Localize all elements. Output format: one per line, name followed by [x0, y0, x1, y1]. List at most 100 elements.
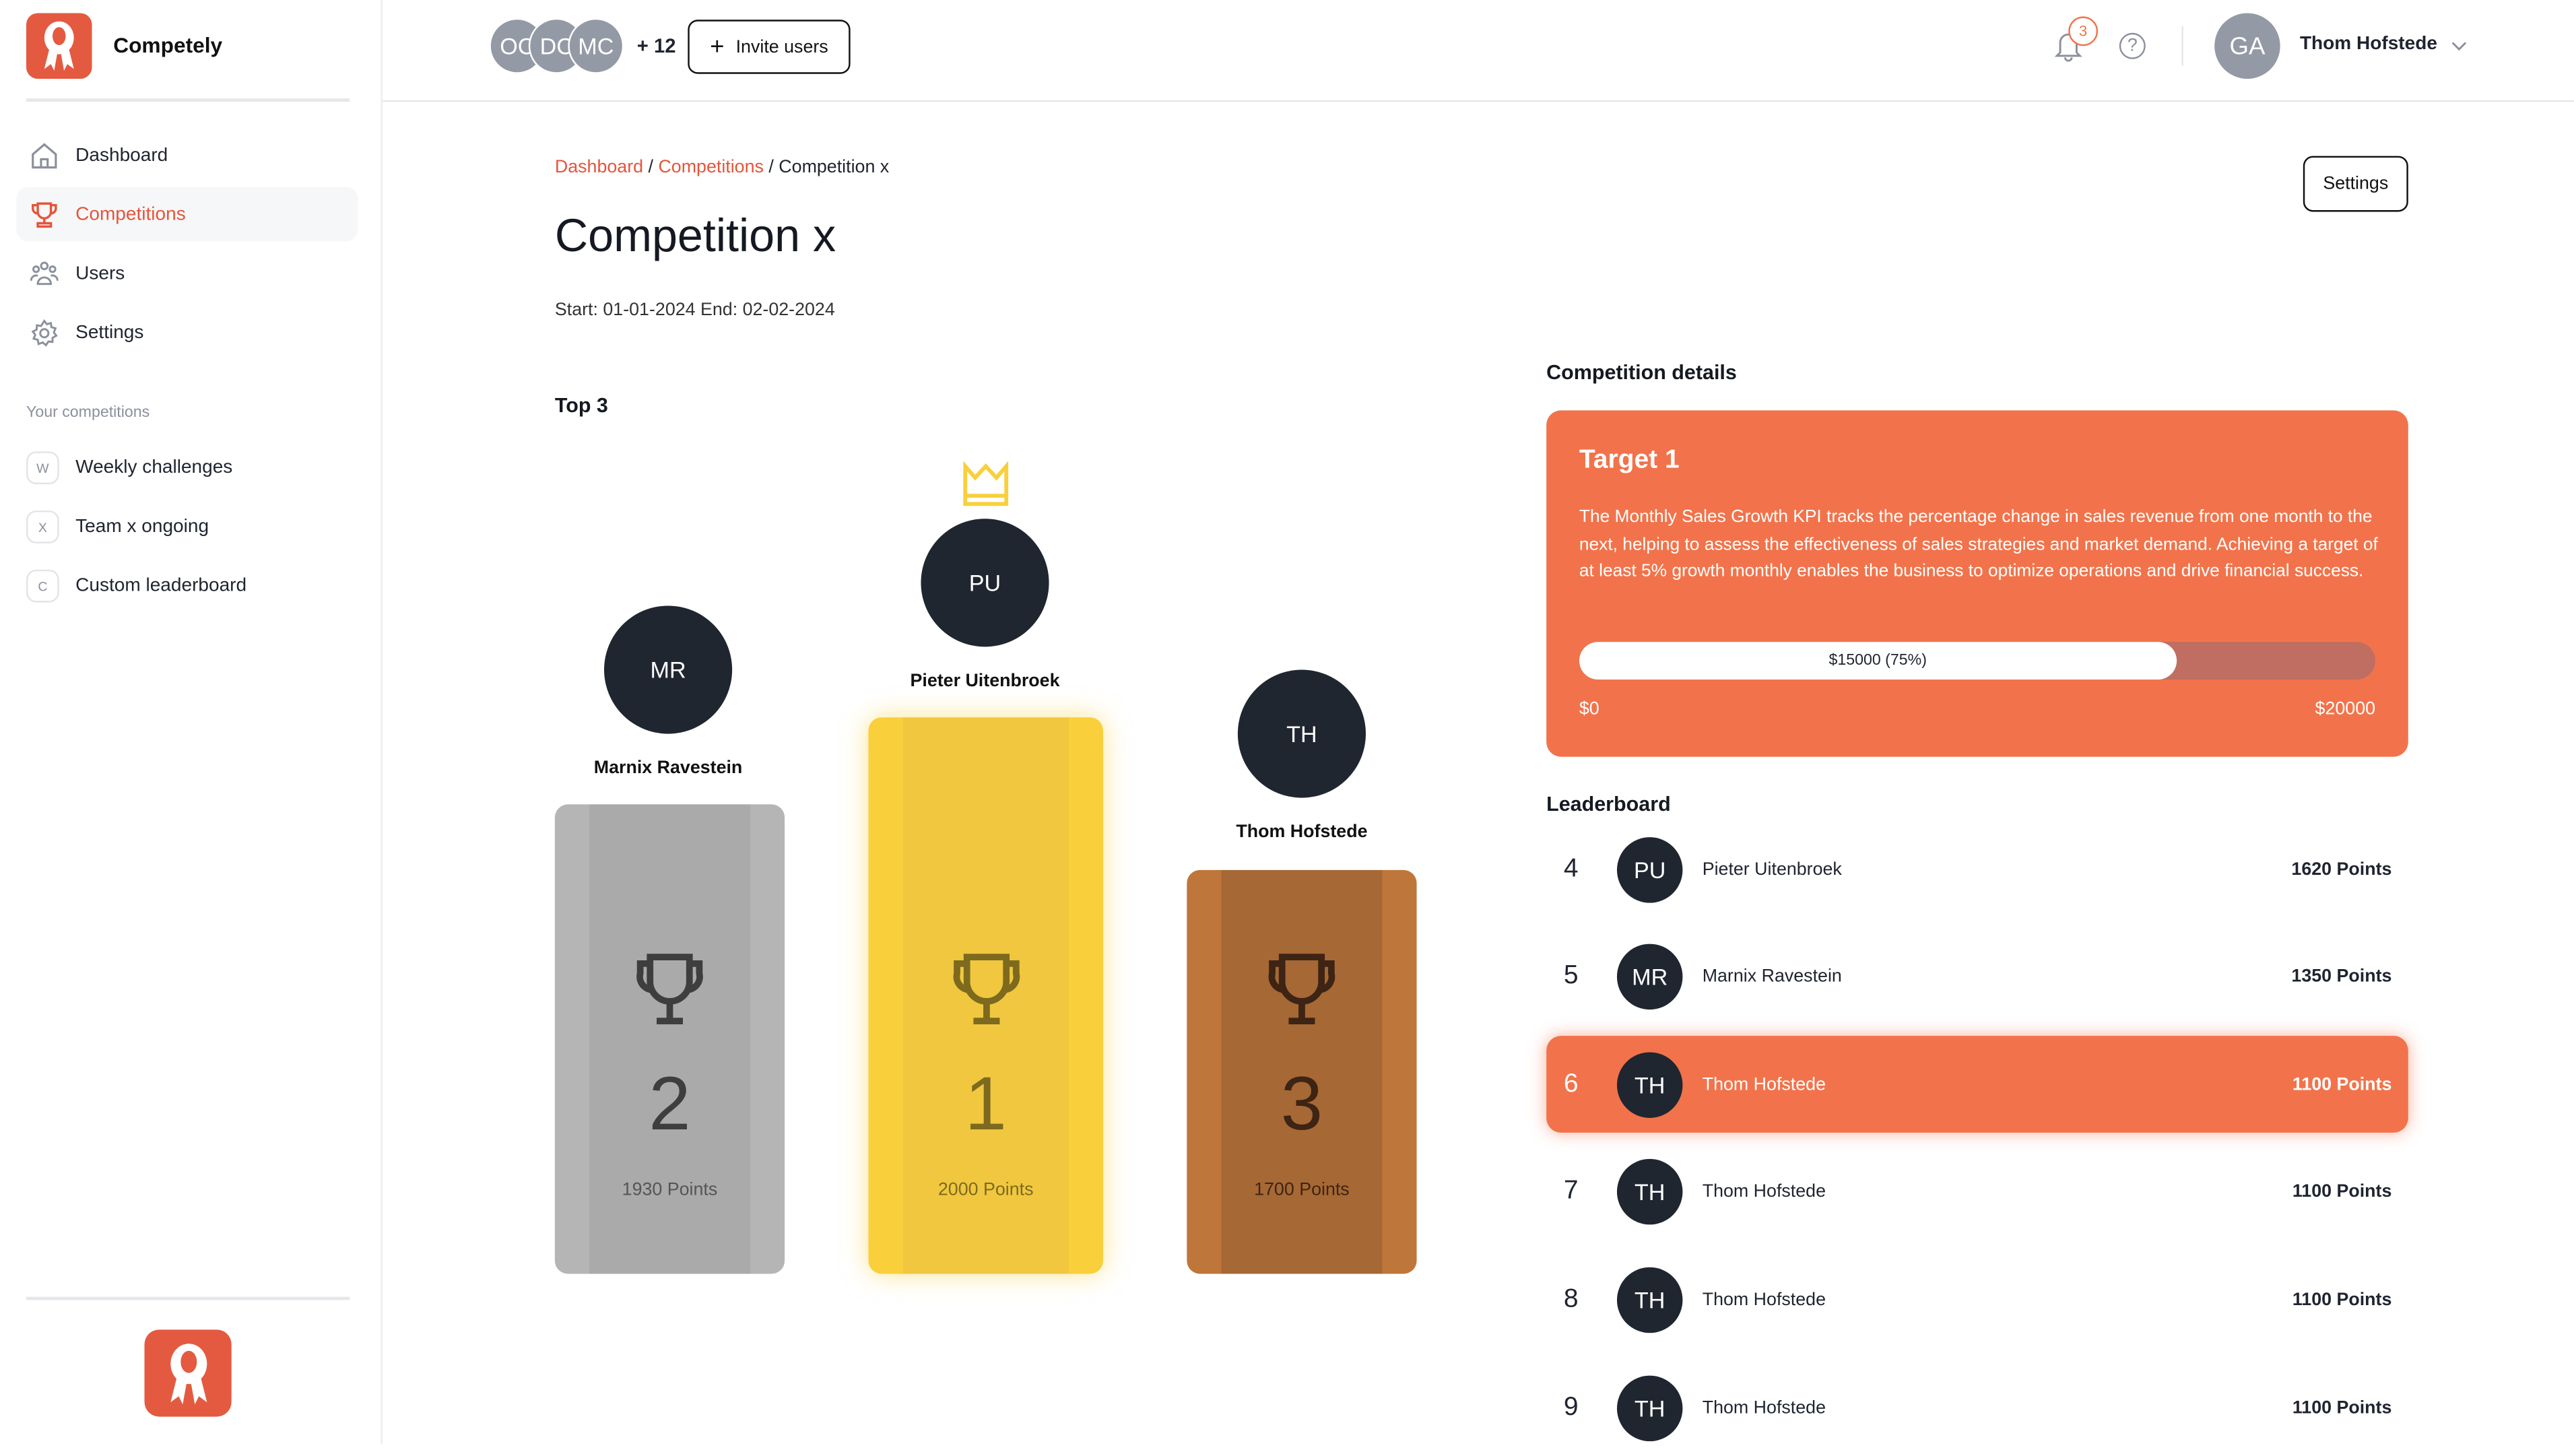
podium-avatar: MR — [604, 605, 733, 734]
podium-rank: 2 — [649, 1060, 691, 1146]
podium-points: 1930 Points — [622, 1180, 718, 1200]
sidebar-item-label: Settings — [75, 322, 144, 343]
target-card: Target 1 The Monthly Sales Growth KPI tr… — [1546, 410, 2408, 757]
chevron-down-icon[interactable] — [2451, 40, 2467, 53]
trophy-icon — [32, 201, 57, 227]
sidebar: Competely Dashboard Competitions Users S… — [0, 0, 383, 1445]
podium-rank: 1 — [964, 1060, 1007, 1146]
competition-item-team[interactable]: X Team x ongoing — [26, 510, 209, 543]
leaderboard-row[interactable]: 6 TH Thom Hofstede 1100 Points — [1546, 1036, 2408, 1133]
crown-icon — [963, 461, 1009, 506]
avatar: TH — [1616, 1159, 1683, 1226]
podium-rank: 3 — [1280, 1060, 1323, 1146]
competition-badge: X — [26, 510, 59, 543]
competition-item-weekly[interactable]: W Weekly challenges — [26, 451, 233, 485]
target-title: Target 1 — [1579, 446, 1680, 475]
leaderboard-name: Thom Hofstede — [1702, 1182, 1826, 1202]
leaderboard-row[interactable]: 5 MR Marnix Ravestein 1350 Points — [1546, 929, 2408, 1026]
leaderboard-rank: 5 — [1563, 962, 1579, 991]
leaderboard-rank: 6 — [1563, 1069, 1579, 1098]
divider — [26, 1296, 350, 1300]
leaderboard-row[interactable]: 8 TH Thom Hofstede 1100 Points — [1546, 1251, 2408, 1348]
leaderboard-name: Pieter Uitenbroek — [1702, 859, 1842, 880]
trophy-icon — [1268, 954, 1335, 1024]
competition-label: Weekly challenges — [75, 458, 233, 478]
podium-name: Pieter Uitenbroek — [910, 671, 1060, 692]
podium-points: 1700 Points — [1254, 1180, 1350, 1200]
settings-button[interactable]: Settings — [2303, 156, 2408, 212]
ribbon-logo-icon — [44, 21, 74, 71]
avatar: TH — [1616, 1267, 1683, 1333]
avatar[interactable]: MC — [568, 18, 624, 74]
bottom-logo — [144, 1329, 232, 1417]
leaderboard-row[interactable]: 7 TH Thom Hofstede 1100 Points — [1546, 1144, 2408, 1240]
podium-avatar: TH — [1237, 669, 1366, 798]
plus-icon: + — [710, 32, 725, 61]
user-avatar[interactable]: GA — [2214, 13, 2280, 79]
home-icon — [32, 142, 57, 168]
app-name: Competely — [113, 32, 223, 58]
breadcrumb-current: Competition x — [779, 158, 890, 178]
sidebar-item-competitions[interactable]: Competitions — [16, 187, 358, 242]
trophy-icon — [636, 954, 703, 1024]
podium-points: 2000 Points — [937, 1180, 1034, 1200]
leaderboard-name: Thom Hofstede — [1702, 1397, 1826, 1418]
app-logo[interactable] — [26, 13, 92, 79]
user-name[interactable]: Thom Hofstede — [2299, 34, 2437, 55]
competition-item-custom[interactable]: C Custom leaderboard — [26, 569, 247, 603]
more-users-count: + 12 — [636, 34, 676, 58]
leaderboard-name: Thom Hofstede — [1702, 1074, 1826, 1095]
sidebar-item-label: Dashboard — [75, 145, 168, 165]
leaderboard-points: 1100 Points — [2292, 1397, 2392, 1418]
notification-count-badge: 3 — [2068, 16, 2099, 46]
leaderboard-name: Thom Hofstede — [1702, 1290, 1826, 1310]
target-description: The Monthly Sales Growth KPI tracks the … — [1579, 507, 2378, 581]
leaderboard-rank: 8 — [1563, 1285, 1579, 1313]
sidebar-item-settings[interactable]: Settings — [16, 305, 358, 359]
competition-dates: Start: 01-01-2024 End: 02-02-2024 — [554, 300, 835, 321]
invite-users-button[interactable]: + Invite users — [688, 20, 851, 74]
gear-icon — [31, 318, 58, 346]
competition-badge: C — [26, 569, 59, 603]
sidebar-item-dashboard[interactable]: Dashboard — [16, 128, 358, 182]
podium-second: 2 1930 Points — [554, 804, 785, 1274]
podium-avatar: PU — [921, 519, 1049, 647]
sidebar-item-label: Users — [75, 263, 125, 284]
leaderboard-points: 1350 Points — [2291, 966, 2392, 987]
leaderboard-row[interactable]: 4 PU Pieter Uitenbroek 1620 Points — [1546, 821, 2408, 918]
sidebar-item-users[interactable]: Users — [16, 246, 358, 300]
divider — [2181, 26, 2183, 66]
leaderboard-points: 1100 Points — [2292, 1290, 2392, 1310]
podium-third: 3 1700 Points — [1187, 869, 1417, 1274]
competition-badge: W — [26, 451, 59, 485]
leaderboard-points: 1100 Points — [2292, 1182, 2392, 1202]
podium-first: 1 2000 Points — [868, 717, 1103, 1274]
leaderboard-row[interactable]: 9 TH Thom Hofstede 1100 Points — [1546, 1359, 2408, 1456]
details-title: Competition details — [1546, 361, 1737, 385]
progress-fill: $15000 (75%) — [1579, 642, 2177, 680]
sidebar-item-label: Competitions — [75, 204, 186, 224]
progress-bar: $15000 (75%) — [1579, 642, 2376, 680]
leaderboard-points: 1620 Points — [2291, 859, 2392, 880]
ribbon-logo-icon — [170, 1342, 207, 1403]
divider — [26, 98, 350, 102]
leaderboard-title: Leaderboard — [1546, 793, 1671, 816]
help-icon[interactable]: ? — [2119, 32, 2146, 59]
leaderboard-rank: 9 — [1563, 1393, 1579, 1421]
competition-label: Custom leaderboard — [75, 576, 247, 596]
progress-label: $15000 (75%) — [1828, 651, 1927, 670]
breadcrumb-competitions[interactable]: Competitions — [658, 158, 764, 178]
avatar: MR — [1616, 944, 1683, 1010]
avatar: PU — [1616, 836, 1683, 902]
leaderboard-rank: 7 — [1563, 1177, 1579, 1205]
users-icon — [30, 261, 59, 284]
leaderboard-points: 1100 Points — [2292, 1074, 2392, 1095]
podium-name: Thom Hofstede — [1236, 822, 1368, 842]
breadcrumb-dashboard[interactable]: Dashboard — [554, 158, 644, 178]
progress-min: $0 — [1579, 699, 1599, 719]
leaderboard-name: Marnix Ravestein — [1702, 966, 1842, 987]
progress-max: $20000 — [2315, 699, 2376, 719]
invite-label: Invite users — [735, 36, 828, 57]
section-title: Your competitions — [26, 403, 150, 422]
top-header — [382, 0, 2574, 102]
